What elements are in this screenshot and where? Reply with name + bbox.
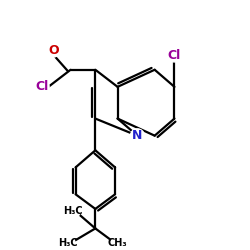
Text: CH₃: CH₃ xyxy=(108,238,128,248)
Circle shape xyxy=(35,80,49,94)
Text: Cl: Cl xyxy=(36,80,49,93)
Circle shape xyxy=(111,236,124,250)
Circle shape xyxy=(61,236,75,250)
Circle shape xyxy=(168,48,181,62)
Text: H₃C: H₃C xyxy=(58,238,78,248)
Circle shape xyxy=(66,204,80,218)
Circle shape xyxy=(130,129,144,142)
Text: N: N xyxy=(132,129,142,142)
Text: H₃C: H₃C xyxy=(63,206,83,216)
Circle shape xyxy=(46,44,60,57)
Text: O: O xyxy=(48,44,58,57)
Text: Cl: Cl xyxy=(168,48,181,62)
